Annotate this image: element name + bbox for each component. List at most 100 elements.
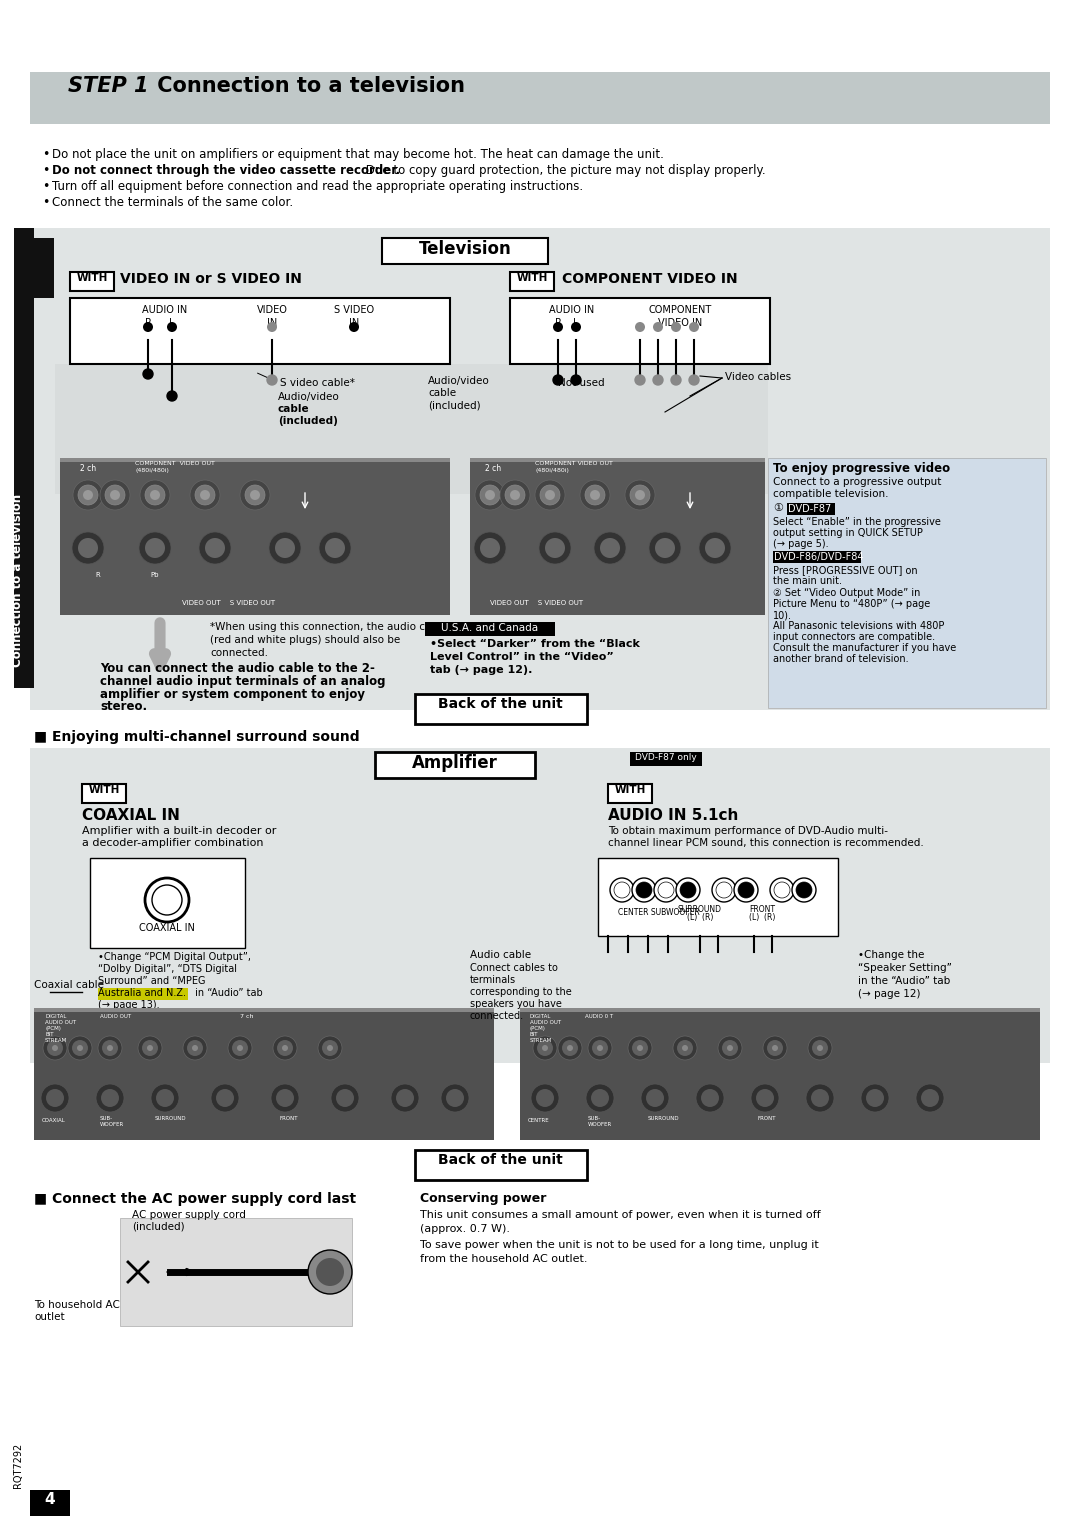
Circle shape — [249, 490, 260, 500]
Text: WITH: WITH — [516, 274, 548, 283]
Circle shape — [327, 1045, 333, 1051]
Text: DVD-F86/DVD-F84: DVD-F86/DVD-F84 — [774, 552, 864, 562]
Text: (480i/480i): (480i/480i) — [135, 468, 168, 474]
Bar — [787, 503, 835, 515]
Text: “Dolby Digital”, “DTS Digital: “Dolby Digital”, “DTS Digital — [98, 964, 237, 973]
Circle shape — [545, 490, 555, 500]
Circle shape — [635, 322, 645, 332]
Bar — [773, 552, 861, 562]
Circle shape — [143, 322, 153, 332]
Circle shape — [200, 490, 210, 500]
Circle shape — [269, 532, 301, 564]
Circle shape — [680, 882, 696, 898]
Bar — [55, 364, 500, 494]
Text: To obtain maximum performance of DVD-Audio multi-: To obtain maximum performance of DVD-Aud… — [608, 827, 888, 836]
Text: connected.: connected. — [470, 1012, 524, 1021]
Text: compatible television.: compatible television. — [773, 489, 889, 500]
Circle shape — [322, 1041, 338, 1056]
Circle shape — [534, 1036, 557, 1060]
Circle shape — [734, 879, 758, 902]
Circle shape — [539, 532, 571, 564]
Circle shape — [653, 374, 663, 385]
Circle shape — [78, 484, 98, 504]
Circle shape — [195, 484, 215, 504]
Circle shape — [816, 1045, 823, 1051]
Text: VIDEO IN: VIDEO IN — [658, 318, 702, 329]
Circle shape — [98, 1036, 122, 1060]
Text: Connect the terminals of the same color.: Connect the terminals of the same color. — [52, 196, 293, 209]
Text: (PCM): (PCM) — [45, 1025, 60, 1031]
Circle shape — [627, 1036, 652, 1060]
Bar — [30, 1490, 70, 1516]
Circle shape — [562, 1041, 578, 1056]
Text: COMPONENT: COMPONENT — [648, 306, 712, 315]
Circle shape — [770, 879, 794, 902]
Circle shape — [276, 1089, 294, 1106]
Text: WITH: WITH — [615, 785, 646, 795]
Circle shape — [796, 882, 812, 898]
Text: Audio/video: Audio/video — [278, 393, 340, 402]
Bar — [470, 460, 765, 614]
Text: SUB-
WOOFER: SUB- WOOFER — [100, 1115, 124, 1126]
Circle shape — [110, 490, 120, 500]
Text: Conserving power: Conserving power — [420, 1192, 546, 1206]
Circle shape — [542, 1045, 548, 1051]
Text: ■ Enjoying multi-channel surround sound: ■ Enjoying multi-channel surround sound — [33, 730, 360, 744]
Text: Back of the unit: Back of the unit — [437, 697, 563, 711]
Text: •: • — [42, 163, 50, 177]
Circle shape — [480, 484, 500, 504]
Circle shape — [861, 1083, 889, 1112]
Circle shape — [41, 1083, 69, 1112]
Circle shape — [46, 1089, 64, 1106]
Circle shape — [505, 484, 525, 504]
Circle shape — [705, 538, 725, 558]
Text: (→ page 12): (→ page 12) — [858, 989, 920, 999]
Text: VIDEO IN or S VIDEO IN: VIDEO IN or S VIDEO IN — [120, 272, 302, 286]
Circle shape — [145, 879, 189, 921]
Text: WITH: WITH — [89, 785, 120, 795]
Circle shape — [282, 1045, 288, 1051]
Text: AC power supply cord
(included): AC power supply cord (included) — [132, 1210, 246, 1232]
Text: DVD-F87: DVD-F87 — [788, 504, 832, 513]
Circle shape — [232, 1041, 248, 1056]
Text: FRONT: FRONT — [750, 905, 775, 914]
Circle shape — [275, 538, 295, 558]
Circle shape — [806, 1083, 834, 1112]
Circle shape — [190, 480, 220, 510]
Bar — [375, 752, 535, 778]
Circle shape — [316, 1258, 345, 1287]
Bar — [510, 272, 554, 290]
Text: FRONT: FRONT — [280, 1115, 298, 1122]
Circle shape — [141, 1041, 158, 1056]
Text: SURROUND: SURROUND — [678, 905, 723, 914]
Circle shape — [78, 538, 98, 558]
Bar — [519, 1010, 1040, 1140]
Text: VIDEO OUT    S VIDEO OUT: VIDEO OUT S VIDEO OUT — [490, 601, 583, 607]
Circle shape — [632, 1041, 648, 1056]
Circle shape — [767, 1041, 783, 1056]
Circle shape — [77, 1045, 83, 1051]
Text: AUDIO OUT: AUDIO OUT — [100, 1015, 131, 1019]
Text: Back of the unit: Back of the unit — [437, 1154, 563, 1167]
Text: VIDEO OUT    S VIDEO OUT: VIDEO OUT S VIDEO OUT — [183, 601, 275, 607]
Bar — [82, 784, 126, 804]
Text: You can connect the audio cable to the 2-: You can connect the audio cable to the 2… — [100, 662, 375, 675]
Circle shape — [267, 322, 276, 332]
Circle shape — [73, 480, 103, 510]
Circle shape — [510, 490, 519, 500]
Circle shape — [273, 1036, 297, 1060]
Circle shape — [586, 1083, 615, 1112]
Text: RQT7292: RQT7292 — [13, 1442, 23, 1488]
Text: To save power when the unit is not to be used for a long time, unplug it: To save power when the unit is not to be… — [420, 1241, 819, 1250]
Text: channel linear PCM sound, this connection is recommended.: channel linear PCM sound, this connectio… — [608, 837, 923, 848]
Text: (→ page 5).: (→ page 5). — [773, 539, 828, 549]
Text: input connectors are compatible.: input connectors are compatible. — [773, 633, 935, 642]
Circle shape — [100, 480, 130, 510]
Text: 2 ch: 2 ch — [80, 465, 96, 474]
Circle shape — [610, 879, 634, 902]
Bar — [33, 1008, 494, 1012]
Circle shape — [228, 1036, 252, 1060]
Text: CENTER SUBWOOFER: CENTER SUBWOOFER — [618, 908, 700, 917]
Text: Pb: Pb — [150, 571, 159, 578]
Text: Audio cable: Audio cable — [470, 950, 531, 960]
